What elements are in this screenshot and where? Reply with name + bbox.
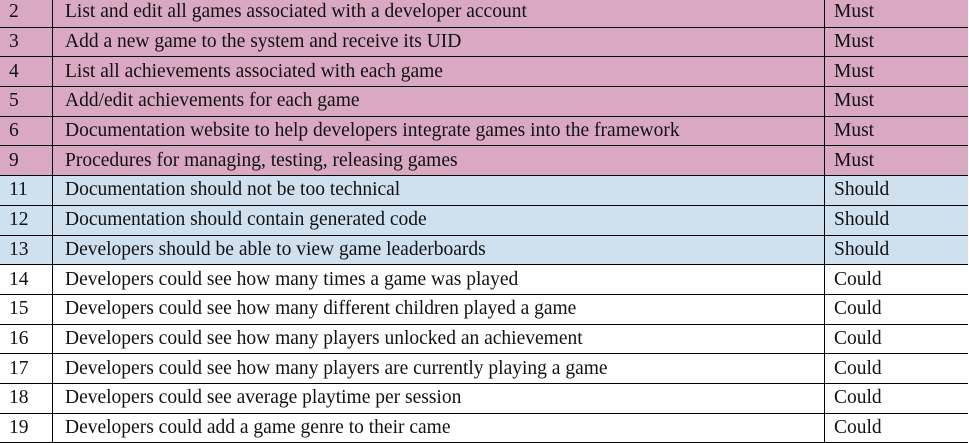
requirement-id: 18 — [0, 382, 53, 414]
requirement-description: List and edit all games associated with … — [52, 0, 825, 28]
requirement-id: 19 — [0, 412, 53, 443]
requirement-priority: Could — [824, 353, 968, 384]
requirement-id: 13 — [0, 234, 53, 266]
table-row: 12 Documentation should contain generate… — [0, 204, 968, 236]
requirement-description: Developers could see how many times a ga… — [52, 264, 825, 295]
table-row: 5 Add/edit achievements for each game Mu… — [0, 86, 968, 117]
requirement-priority: Must — [824, 145, 968, 177]
table-row: 2 List and edit all games associated wit… — [0, 0, 968, 28]
requirement-priority: Should — [824, 234, 968, 266]
requirement-id: 17 — [0, 353, 53, 384]
requirement-id: 14 — [0, 264, 53, 295]
table-row: 4 List all achievements associated with … — [0, 56, 968, 88]
requirement-id: 9 — [0, 145, 53, 177]
table-row: 13 Developers should be able to view gam… — [0, 234, 968, 266]
table-row: 6 Documentation website to help develope… — [0, 115, 968, 147]
requirement-id: 4 — [0, 56, 53, 88]
requirement-priority: Must — [824, 0, 968, 28]
requirement-description: Developers could add a game genre to the… — [52, 412, 825, 443]
requirement-id: 11 — [0, 175, 53, 206]
requirement-description: Add/edit achievements for each game — [52, 86, 825, 117]
table-row: 14 Developers could see how many times a… — [0, 264, 968, 295]
table-row: 15 Developers could see how many differe… — [0, 293, 968, 325]
table-row: 17 Developers could see how many players… — [0, 353, 968, 384]
requirement-description: Developers could see how many different … — [52, 293, 825, 325]
requirement-priority: Could — [824, 323, 968, 355]
table-row: 11 Documentation should not be too techn… — [0, 175, 968, 206]
requirement-priority: Must — [824, 26, 968, 58]
requirement-priority: Could — [824, 412, 968, 443]
requirement-id: 15 — [0, 293, 53, 325]
requirement-priority: Must — [824, 115, 968, 147]
requirement-priority: Could — [824, 382, 968, 414]
requirement-description: Documentation should not be too technica… — [52, 175, 825, 206]
table-row: 9 Procedures for managing, testing, rele… — [0, 145, 968, 177]
requirement-id: 2 — [0, 0, 53, 28]
table-row: 16 Developers could see how many players… — [0, 323, 968, 355]
requirement-id: 12 — [0, 204, 53, 236]
requirement-description: Documentation website to help developers… — [52, 115, 825, 147]
table-row: 18 Developers could see average playtime… — [0, 382, 968, 414]
table-row: 19 Developers could add a game genre to … — [0, 412, 968, 443]
requirement-description: Developers should be able to view game l… — [52, 234, 825, 266]
requirement-priority: Must — [824, 86, 968, 117]
requirement-priority: Could — [824, 264, 968, 295]
requirement-description: Developers could see average playtime pe… — [52, 382, 825, 414]
requirement-id: 5 — [0, 86, 53, 117]
requirement-priority: Must — [824, 56, 968, 88]
requirement-description: Add a new game to the system and receive… — [52, 26, 825, 58]
requirement-description: Developers could see how many players ar… — [52, 353, 825, 384]
requirement-description: Developers could see how many players un… — [52, 323, 825, 355]
table-row: 3 Add a new game to the system and recei… — [0, 26, 968, 58]
requirement-priority: Should — [824, 175, 968, 206]
requirement-id: 3 — [0, 26, 53, 58]
requirement-description: Documentation should contain generated c… — [52, 204, 825, 236]
requirement-description: Procedures for managing, testing, releas… — [52, 145, 825, 177]
requirement-id: 16 — [0, 323, 53, 355]
requirement-description: List all achievements associated with ea… — [52, 56, 825, 88]
requirement-priority: Could — [824, 293, 968, 325]
requirement-priority: Should — [824, 204, 968, 236]
requirement-id: 6 — [0, 115, 53, 147]
